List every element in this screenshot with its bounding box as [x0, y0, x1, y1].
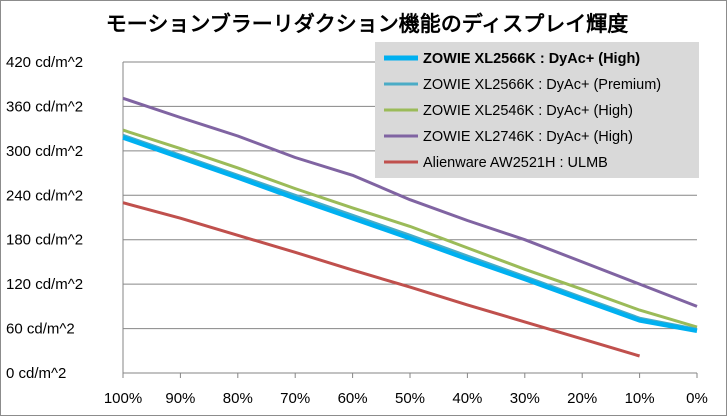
series-line — [122, 201, 641, 358]
y-tick-label: 180 cd/m^2 — [6, 232, 83, 249]
series-line — [122, 135, 698, 334]
x-tick-label: 90% — [165, 390, 195, 407]
x-tick-label: 100% — [104, 390, 142, 407]
x-tick-label: 30% — [510, 390, 540, 407]
y-tick-label: 360 cd/m^2 — [6, 98, 83, 115]
x-tick-label: 60% — [338, 390, 368, 407]
y-tick-label: 240 cd/m^2 — [6, 187, 83, 204]
x-tick-label: 0% — [686, 390, 708, 407]
legend-label: ZOWIE XL2746K : DyAc+ (High) — [423, 129, 633, 145]
series-line — [122, 96, 698, 308]
x-tick-label: 10% — [625, 390, 655, 407]
x-tick-label: 80% — [223, 390, 253, 407]
legend: ZOWIE XL2566K : DyAc+ (High) ZOWIE XL2566… — [375, 42, 699, 178]
y-tick-label: 120 cd/m^2 — [6, 276, 83, 293]
chart-title: モーションブラーリダクション機能のディスプレイ輝度 — [106, 12, 628, 36]
y-tick-label: 420 cd/m^2 — [6, 54, 83, 71]
x-tick-label: 20% — [567, 390, 597, 407]
axes: 0 cd/m^2 60 cd/m^2 120 cd/m^2 180 cd/m^2 240… — [6, 54, 708, 407]
legend-label: ZOWIE XL2566K : DyAc+ (Premium) — [423, 77, 661, 93]
x-tick-label: 70% — [280, 390, 310, 407]
legend-label: ZOWIE XL2566K : DyAc+ (High) — [423, 51, 640, 67]
legend-label: Alienware AW2521H : ULMB — [423, 155, 608, 171]
legend-box — [375, 42, 699, 178]
x-tick-label: 40% — [452, 390, 482, 407]
series-lines — [122, 96, 698, 358]
y-tick-label: 0 cd/m^2 — [6, 365, 66, 382]
y-tick-label: 60 cd/m^2 — [6, 321, 75, 338]
legend-label: ZOWIE XL2546K : DyAc+ (High) — [423, 103, 633, 119]
series-line — [122, 128, 698, 329]
y-tick-label: 300 cd/m^2 — [6, 143, 83, 160]
x-tick-label: 50% — [395, 390, 425, 407]
